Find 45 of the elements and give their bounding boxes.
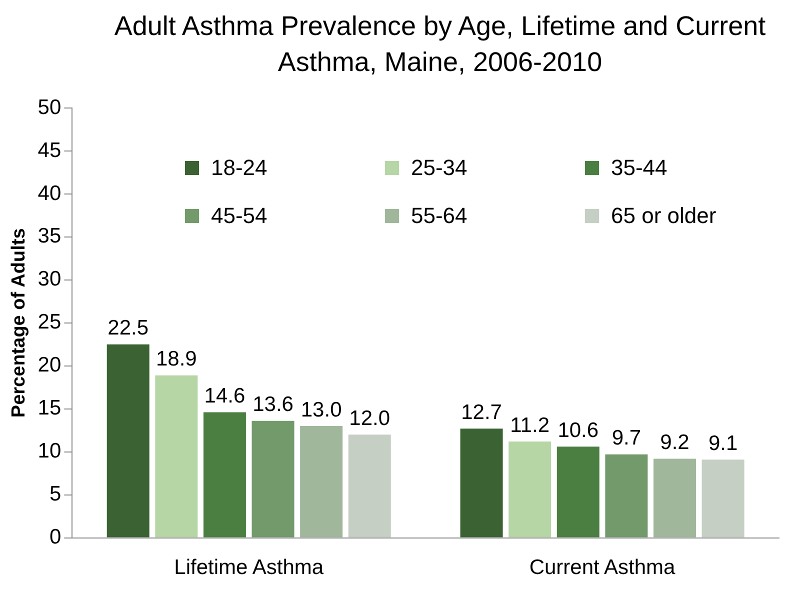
y-tick-label: 5	[49, 482, 62, 506]
text: 9.7	[612, 426, 642, 450]
y-tick-label: 10	[38, 440, 62, 463]
bar	[155, 375, 198, 538]
legend-label: 18-24	[211, 155, 268, 181]
legend-label: 65 or older	[611, 203, 716, 229]
x-tick-label: Current Asthma	[529, 556, 676, 580]
legend-label: 25-34	[411, 155, 468, 181]
y-tick-label: 15	[38, 396, 62, 420]
y-axis-title: Percentage of Adults	[8, 228, 30, 418]
bar	[702, 460, 744, 538]
text: 9.1	[708, 432, 738, 455]
bar	[460, 428, 503, 538]
bar	[508, 442, 552, 538]
bar	[106, 344, 150, 538]
text: 13.0	[300, 398, 342, 422]
x-tick-label: Lifetime Asthma	[174, 556, 324, 580]
text: 18.9	[156, 348, 197, 371]
chart-title: Adult Asthma Prevalence by Age, Lifetime and Current Asthma, Maine, 2006-2010	[113, 10, 767, 79]
legend-label: 35-44	[611, 155, 668, 181]
y-tick-label: 30	[38, 268, 62, 291]
text: 13.6	[252, 393, 294, 416]
text: 12.7	[461, 400, 502, 424]
text: 22.5	[108, 316, 149, 340]
y-tick-label: 50	[38, 96, 62, 119]
y-tick-label: 0	[49, 526, 62, 549]
bar	[348, 434, 391, 538]
bar	[300, 426, 343, 538]
legend-label: 55-64	[411, 203, 468, 229]
y-tick-label: 25	[38, 310, 62, 334]
bar	[252, 420, 294, 538]
bar	[203, 412, 246, 538]
legend-label: 45-54	[211, 203, 268, 229]
y-tick-label: 40	[38, 182, 62, 205]
y-tick-label: 35	[38, 224, 62, 248]
bar	[605, 454, 648, 538]
bar	[556, 446, 600, 538]
text: 14.6	[204, 384, 246, 408]
text: 11.2	[510, 414, 550, 437]
text: 10.6	[558, 418, 599, 442]
text: 9.2	[660, 431, 690, 454]
bar	[653, 458, 696, 538]
text: 12.0	[349, 406, 390, 430]
y-tick-label: 45	[38, 138, 62, 162]
y-tick-label: 20	[38, 354, 62, 377]
